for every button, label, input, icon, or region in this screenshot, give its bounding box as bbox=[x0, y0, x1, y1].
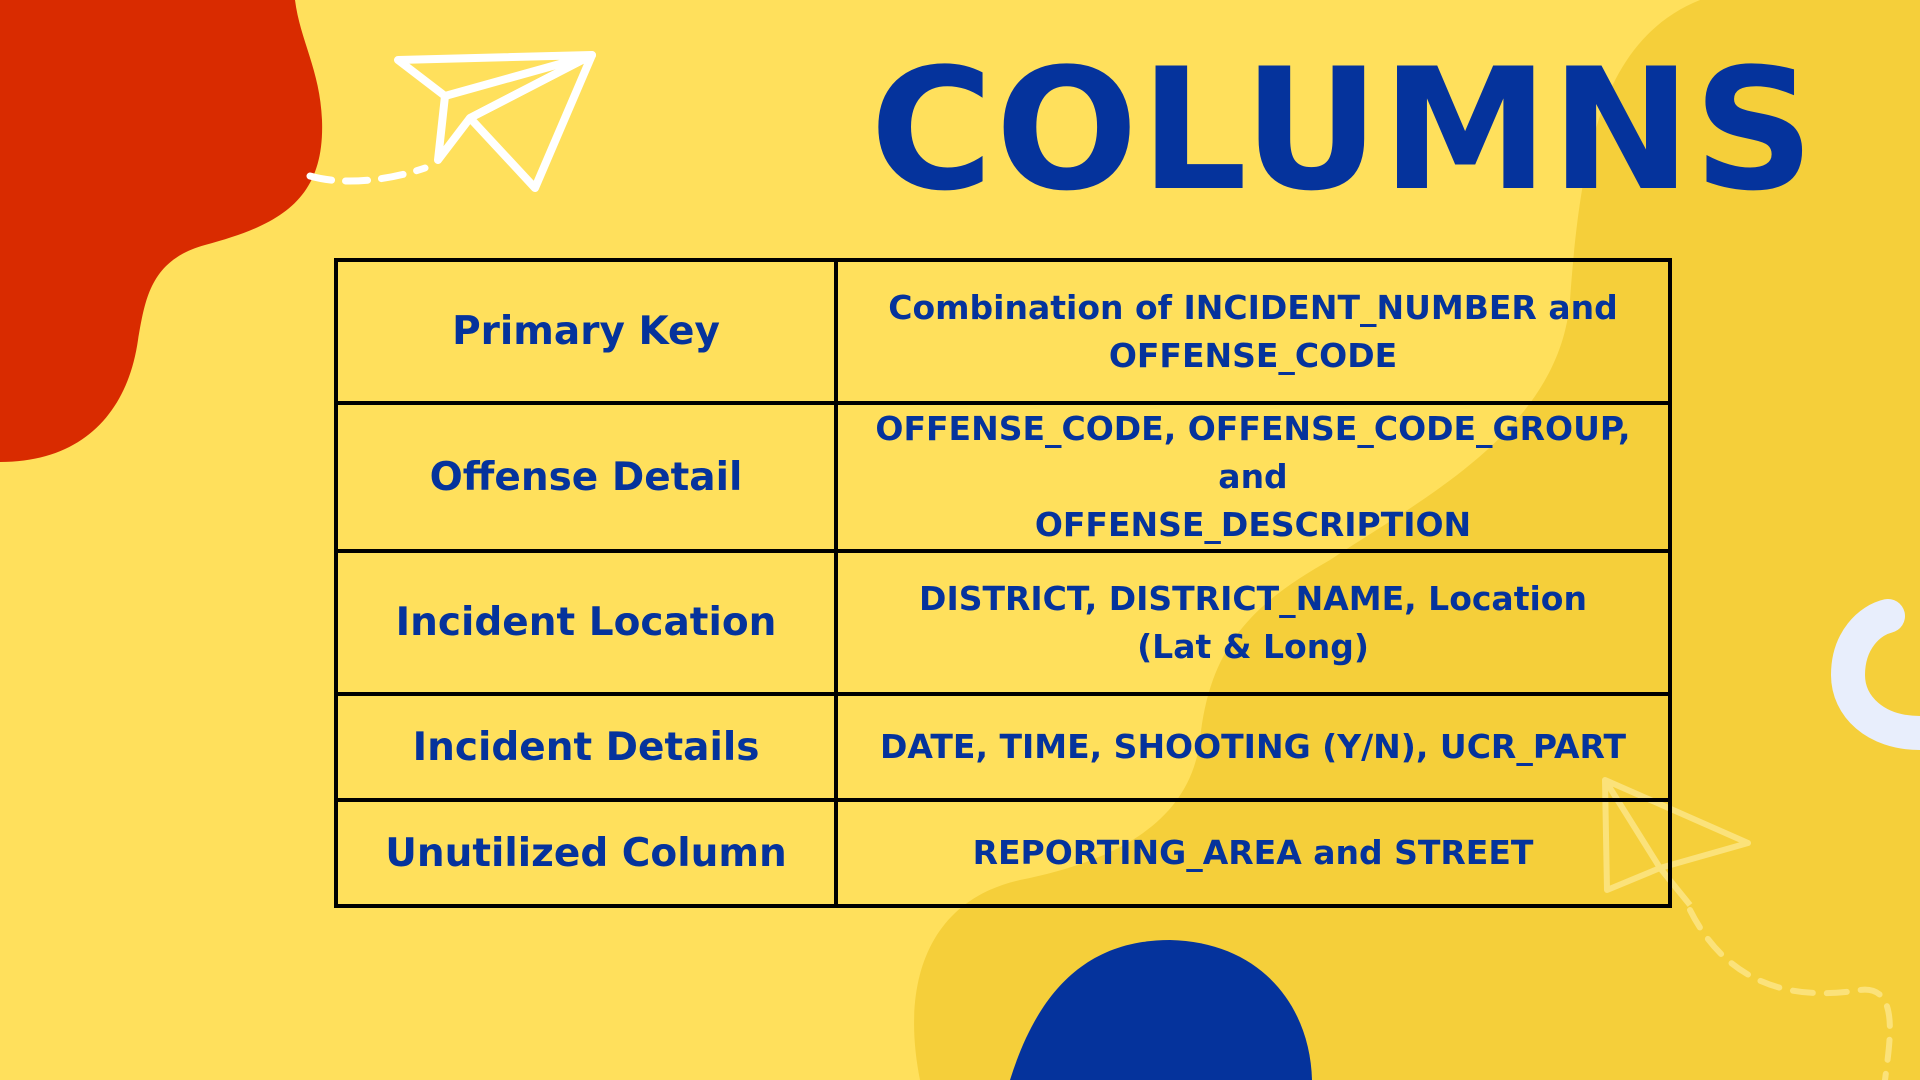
page-title: COLUMNS bbox=[870, 32, 1817, 228]
paper-plane-icon bbox=[394, 51, 596, 192]
red-blob bbox=[0, 0, 323, 462]
row-value-cell: DISTRICT, DISTRICT_NAME, Location (Lat &… bbox=[834, 549, 1672, 696]
columns-table: Primary Key Combination of INCIDENT_NUMB… bbox=[334, 258, 1672, 908]
row-key-cell: Unutilized Column bbox=[334, 798, 838, 908]
table-row: Incident Details DATE, TIME, SHOOTING (Y… bbox=[334, 692, 1672, 802]
table-row: Primary Key Combination of INCIDENT_NUMB… bbox=[334, 258, 1672, 405]
row-value-cell: DATE, TIME, SHOOTING (Y/N), UCR_PART bbox=[834, 692, 1672, 802]
row-value-cell: OFFENSE_CODE, OFFENSE_CODE_GROUP, and OF… bbox=[834, 401, 1672, 553]
row-value-cell: REPORTING_AREA and STREET bbox=[834, 798, 1672, 908]
row-key-cell: Incident Details bbox=[334, 692, 838, 802]
dashed-trail-bottom bbox=[1687, 907, 1893, 1080]
table-row: Incident Location DISTRICT, DISTRICT_NAM… bbox=[334, 549, 1672, 696]
row-key-cell: Incident Location bbox=[334, 549, 838, 696]
table-row: Unutilized Column REPORTING_AREA and STR… bbox=[334, 798, 1672, 908]
blue-blob bbox=[1010, 940, 1312, 1080]
light-blue-arc bbox=[1830, 599, 1920, 750]
row-key-cell: Primary Key bbox=[334, 258, 838, 405]
row-value-cell: Combination of INCIDENT_NUMBER and OFFEN… bbox=[834, 258, 1672, 405]
table-row: Offense Detail OFFENSE_CODE, OFFENSE_COD… bbox=[334, 401, 1672, 553]
dashed-trail bbox=[306, 164, 429, 185]
row-key-cell: Offense Detail bbox=[334, 401, 838, 553]
